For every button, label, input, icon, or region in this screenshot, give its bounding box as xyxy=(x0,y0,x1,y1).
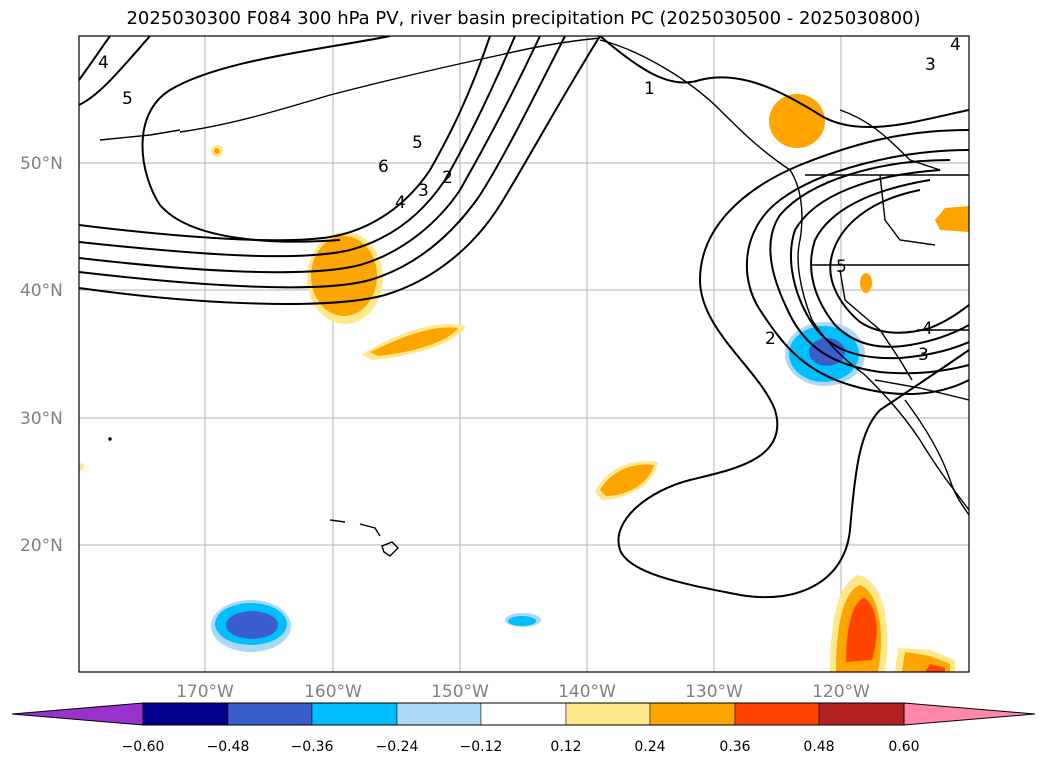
colorbar-tick-label: 0.24 xyxy=(634,739,665,755)
contour-label: 2 xyxy=(442,168,453,188)
contour-label: 6 xyxy=(378,157,389,177)
lat-label: 50°N xyxy=(20,154,63,174)
colorbar-segment xyxy=(734,702,820,726)
colorbar-tick-label: −0.12 xyxy=(460,739,503,755)
colorbar-tick-label: 0.36 xyxy=(719,739,750,755)
colorbar-segment xyxy=(311,702,398,726)
colorbar-extend-min xyxy=(11,702,144,726)
contour-label: 1 xyxy=(644,79,655,99)
pv-contour-labels: 4 5 6 5 4 3 2 1 3 4 2 5 4 3 xyxy=(98,35,961,365)
colorbar-segment xyxy=(565,702,651,726)
contour-label: 3 xyxy=(918,345,929,365)
colorbar-segment xyxy=(142,702,229,726)
colorbar-tick-label: −0.24 xyxy=(376,739,419,755)
colorbar-extend-max xyxy=(903,702,1036,726)
lon-label: 160°W xyxy=(304,682,362,702)
colorbar-segment xyxy=(227,702,313,726)
colorbar-tick-label: 0.48 xyxy=(803,739,834,755)
contour-label: 2 xyxy=(765,329,776,349)
colorbar-segment xyxy=(649,702,736,726)
colorbar-segment xyxy=(818,702,905,726)
map-frame xyxy=(78,35,970,673)
colorbar-tick-label: −0.36 xyxy=(291,739,334,755)
colorbar-segment xyxy=(480,702,567,726)
contour-label: 5 xyxy=(122,89,133,109)
map-title: 2025030300 F084 300 hPa PV, river basin … xyxy=(126,8,921,29)
colorbar-segment xyxy=(396,702,482,726)
lon-label: 120°W xyxy=(812,682,870,702)
contour-label: 5 xyxy=(836,257,847,277)
pv-contours xyxy=(79,36,969,599)
colorbar-tick-label: 0.12 xyxy=(550,739,581,755)
lon-label: 150°W xyxy=(431,682,489,702)
contour-label: 3 xyxy=(925,55,936,75)
colorbar-tick-label: 0.60 xyxy=(888,739,919,755)
lon-label: 170°W xyxy=(176,682,234,702)
contour-label: 4 xyxy=(922,319,933,339)
colorbar-tick-label: −0.60 xyxy=(122,739,165,755)
lat-label: 30°N xyxy=(20,409,63,429)
lon-label: 130°W xyxy=(685,682,743,702)
lon-label: 140°W xyxy=(558,682,616,702)
coastlines xyxy=(99,37,969,557)
colorbar: −0.60 −0.48 −0.36 −0.24 −0.12 0.12 0.24 … xyxy=(11,702,1036,755)
lat-label: 40°N xyxy=(20,281,63,301)
lat-label: 20°N xyxy=(20,536,63,556)
contour-label: 3 xyxy=(418,181,429,201)
contour-label: 4 xyxy=(98,53,109,73)
contour-label: 4 xyxy=(395,193,406,213)
contour-label: 5 xyxy=(412,133,423,153)
colorbar-tick-label: −0.48 xyxy=(207,739,250,755)
contour-label: 4 xyxy=(950,35,961,55)
